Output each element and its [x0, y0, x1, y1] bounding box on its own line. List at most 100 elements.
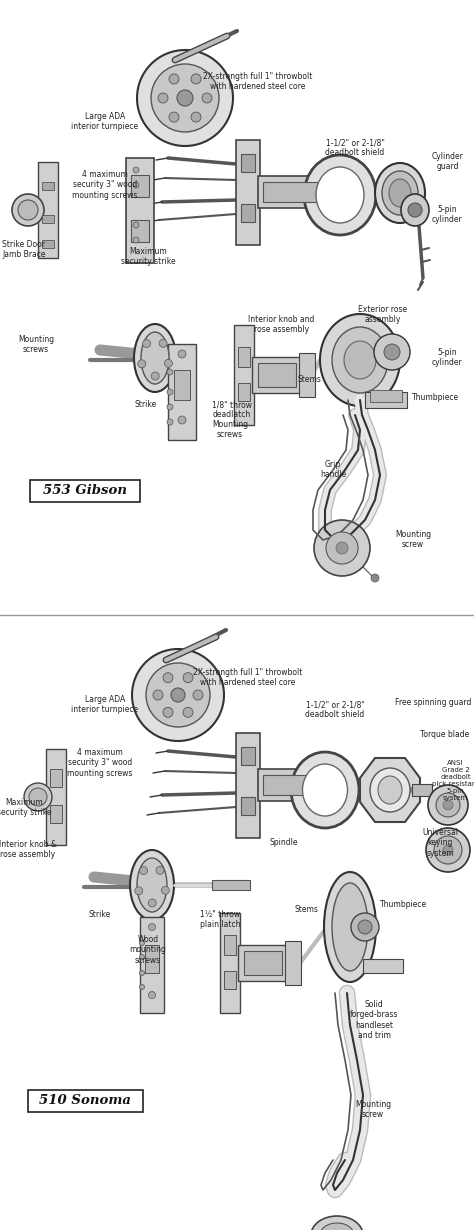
Circle shape: [191, 112, 201, 122]
Bar: [244, 951, 282, 975]
Text: Stems: Stems: [298, 375, 322, 384]
Ellipse shape: [344, 341, 376, 379]
Bar: [46, 749, 66, 845]
Circle shape: [167, 419, 173, 426]
Text: Mounting
screw: Mounting screw: [395, 530, 431, 550]
Circle shape: [428, 785, 468, 825]
Circle shape: [161, 887, 169, 894]
Bar: [212, 879, 250, 891]
Text: ANSI
Grade 2
deadbolt
pick resistant
5-pin
system: ANSI Grade 2 deadbolt pick resistant 5-p…: [432, 760, 474, 801]
Circle shape: [314, 520, 370, 576]
Text: Torque blade: Torque blade: [420, 729, 469, 739]
Text: 1-1/2" or 2-1/8"
deadbolt shield: 1-1/2" or 2-1/8" deadbolt shield: [305, 700, 365, 720]
Text: 1-1/2" or 2-1/8"
deadbolt shield: 1-1/2" or 2-1/8" deadbolt shield: [325, 138, 384, 157]
Bar: [241, 204, 255, 221]
Circle shape: [329, 184, 345, 200]
Bar: [30, 480, 140, 502]
Circle shape: [143, 339, 151, 348]
Text: Free spinning guard: Free spinning guard: [395, 697, 471, 707]
Text: 4 maximum
security 3" wood
mounting screws: 4 maximum security 3" wood mounting scre…: [73, 170, 137, 199]
Text: Stems: Stems: [295, 905, 319, 914]
Text: Strike: Strike: [89, 910, 111, 919]
Bar: [38, 162, 58, 258]
Text: Mounting
screws: Mounting screws: [18, 335, 54, 354]
Bar: [236, 733, 260, 838]
Bar: [224, 935, 236, 954]
Bar: [42, 240, 54, 248]
Circle shape: [148, 924, 155, 931]
Text: 5-pin
cylinder: 5-pin cylinder: [432, 348, 463, 368]
Circle shape: [169, 112, 179, 122]
Bar: [263, 775, 318, 795]
Circle shape: [151, 64, 219, 132]
Circle shape: [202, 93, 212, 103]
Bar: [236, 140, 260, 245]
Circle shape: [133, 221, 139, 228]
Bar: [241, 747, 255, 765]
Ellipse shape: [320, 314, 400, 406]
Circle shape: [384, 344, 400, 360]
Bar: [299, 353, 315, 397]
Circle shape: [434, 836, 462, 863]
Bar: [326, 765, 348, 804]
Circle shape: [153, 690, 163, 700]
Circle shape: [193, 690, 203, 700]
Circle shape: [426, 828, 470, 872]
Circle shape: [132, 649, 224, 740]
Text: Strike: Strike: [135, 400, 157, 410]
Ellipse shape: [302, 764, 347, 815]
Circle shape: [191, 74, 201, 84]
Bar: [258, 176, 326, 208]
Bar: [285, 941, 301, 985]
Ellipse shape: [141, 332, 169, 384]
Text: Thumbpiece: Thumbpiece: [412, 394, 459, 402]
Bar: [145, 945, 159, 973]
Circle shape: [163, 673, 173, 683]
Text: Large ADA
interior turnpiece: Large ADA interior turnpiece: [72, 112, 138, 132]
Circle shape: [183, 707, 193, 717]
Ellipse shape: [382, 171, 418, 215]
Ellipse shape: [324, 872, 376, 982]
Bar: [131, 220, 149, 242]
Circle shape: [156, 866, 164, 875]
Bar: [370, 390, 402, 402]
Text: 1/8" throw
deadlatch: 1/8" throw deadlatch: [212, 400, 252, 419]
Circle shape: [139, 954, 145, 959]
Circle shape: [135, 887, 143, 894]
Circle shape: [371, 574, 379, 582]
Circle shape: [148, 991, 155, 999]
Circle shape: [167, 369, 173, 375]
Ellipse shape: [130, 850, 174, 920]
Bar: [238, 383, 250, 401]
Circle shape: [164, 359, 173, 368]
Circle shape: [138, 360, 146, 368]
Ellipse shape: [378, 776, 402, 804]
Bar: [241, 797, 255, 815]
Circle shape: [336, 542, 348, 554]
Text: Universal
keying
system: Universal keying system: [422, 828, 458, 857]
Text: 553 Gibson: 553 Gibson: [43, 485, 127, 497]
Circle shape: [351, 913, 379, 941]
Ellipse shape: [320, 1223, 354, 1230]
Circle shape: [133, 237, 139, 244]
Bar: [238, 945, 293, 982]
Circle shape: [137, 50, 233, 146]
Polygon shape: [360, 758, 420, 822]
Circle shape: [326, 533, 358, 565]
Ellipse shape: [332, 883, 368, 970]
Ellipse shape: [137, 859, 167, 911]
Text: 4 maximum
security 3" wood
mounting screws: 4 maximum security 3" wood mounting scre…: [67, 748, 133, 777]
Circle shape: [169, 74, 179, 84]
Bar: [50, 804, 62, 823]
Bar: [326, 172, 348, 212]
Bar: [131, 175, 149, 197]
Circle shape: [29, 788, 47, 806]
Text: 510 Sonoma: 510 Sonoma: [39, 1095, 131, 1107]
Circle shape: [151, 371, 159, 380]
Ellipse shape: [370, 768, 410, 812]
Text: Maximum
security strike: Maximum security strike: [121, 247, 175, 267]
Circle shape: [139, 984, 145, 989]
Ellipse shape: [332, 327, 388, 394]
Text: Cylinder
guard: Cylinder guard: [432, 153, 464, 171]
Ellipse shape: [316, 167, 364, 223]
